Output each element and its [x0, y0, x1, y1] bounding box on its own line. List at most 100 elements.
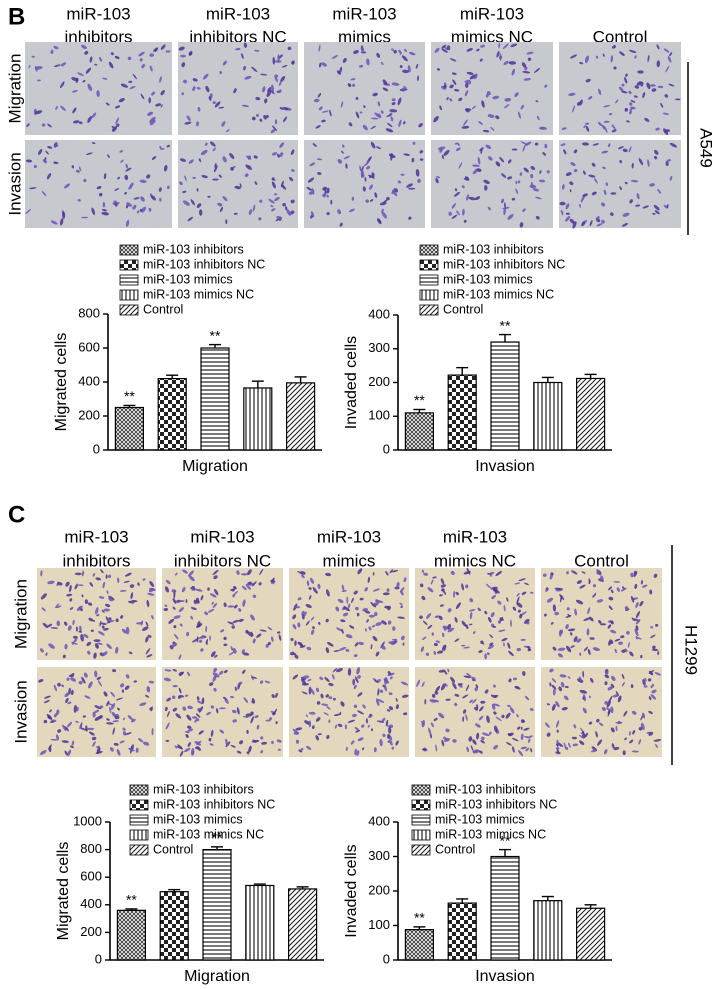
- stained-cell: [420, 646, 425, 652]
- stained-cell: [371, 625, 376, 628]
- stained-cell: [62, 654, 66, 659]
- legend-swatch: [129, 844, 149, 856]
- stained-cell: [103, 627, 109, 631]
- stained-cell: [89, 56, 93, 63]
- stained-cell: [102, 581, 106, 589]
- stained-cell: [449, 84, 454, 89]
- stained-cell: [579, 734, 584, 739]
- stained-cell: [610, 192, 617, 195]
- stained-cell: [194, 719, 197, 723]
- stained-cell: [139, 179, 147, 183]
- stained-cell: [212, 178, 219, 181]
- stained-cell: [610, 55, 614, 63]
- stained-cell: [648, 669, 655, 675]
- stained-cell: [318, 106, 323, 111]
- stained-cell: [608, 586, 613, 591]
- stained-cell: [443, 84, 447, 89]
- stained-cell: [178, 671, 183, 676]
- stained-cell: [331, 55, 339, 59]
- stained-cell: [187, 725, 192, 730]
- stained-cell: [614, 638, 621, 642]
- stained-cell: [38, 679, 44, 683]
- stained-cell: [606, 707, 611, 711]
- stained-cell: [88, 602, 93, 606]
- stained-cell: [174, 633, 179, 640]
- stained-cell: [151, 91, 156, 96]
- stained-cell: [85, 67, 92, 74]
- stained-cell: [335, 606, 340, 612]
- stained-cell: [57, 729, 62, 733]
- stained-cell: [476, 48, 480, 52]
- stained-cell: [534, 67, 541, 73]
- stained-cell: [597, 121, 603, 127]
- stained-cell: [511, 197, 516, 201]
- stained-cell: [122, 727, 126, 731]
- stained-cell: [669, 52, 673, 57]
- stained-cell: [565, 212, 570, 215]
- stained-cell: [495, 161, 501, 167]
- y-axis-label: Invaded cells: [343, 336, 360, 429]
- stained-cell: [140, 93, 145, 100]
- stained-cell: [241, 649, 245, 654]
- stained-cell: [87, 83, 93, 91]
- stained-cell: [193, 599, 197, 605]
- stained-cell: [237, 681, 243, 686]
- stained-cell: [635, 636, 638, 640]
- stained-cell: [70, 677, 77, 682]
- stained-cell: [212, 569, 219, 576]
- stained-cell: [60, 218, 64, 226]
- stained-cell: [227, 605, 235, 608]
- stained-cell: [325, 694, 330, 698]
- stained-cell: [278, 89, 282, 94]
- stained-cell: [270, 204, 274, 208]
- stained-cell: [665, 65, 670, 73]
- stained-cell: [435, 685, 441, 693]
- stained-cell: [468, 196, 477, 201]
- stained-cell: [305, 604, 312, 608]
- stained-cell: [631, 617, 635, 622]
- stained-cell: [549, 682, 552, 687]
- stained-cell: [40, 648, 44, 653]
- stained-cell: [368, 626, 372, 631]
- stained-cell: [439, 594, 443, 597]
- stained-cell: [145, 694, 150, 698]
- stained-cell: [72, 619, 75, 626]
- bar: [286, 382, 316, 451]
- stained-cell: [72, 90, 78, 93]
- stained-cell: [435, 178, 439, 184]
- stained-cell: [511, 68, 516, 76]
- stained-cell: [493, 588, 500, 594]
- stained-cell: [595, 731, 598, 738]
- stained-cell: [345, 746, 348, 751]
- stained-cell: [478, 715, 484, 721]
- stained-cell: [549, 574, 553, 580]
- stained-cell: [421, 681, 425, 688]
- stained-cell: [629, 107, 634, 111]
- stained-cell: [519, 172, 523, 176]
- stained-cell: [530, 748, 533, 753]
- cell-image: [25, 140, 172, 228]
- stained-cell: [529, 707, 534, 712]
- stained-cell: [475, 723, 481, 728]
- stained-cell: [536, 115, 540, 121]
- stained-cell: [83, 633, 89, 639]
- stained-cell: [630, 179, 639, 183]
- stained-cell: [647, 54, 650, 63]
- stained-cell: [372, 636, 378, 642]
- stained-cell: [309, 577, 315, 584]
- stained-cell: [376, 600, 384, 603]
- legend-swatch: [411, 784, 431, 796]
- stained-cell: [110, 691, 116, 698]
- stained-cell: [239, 183, 242, 188]
- stained-cell: [628, 110, 633, 115]
- stained-cell: [588, 174, 596, 178]
- stained-cell: [268, 717, 273, 721]
- stained-cell: [362, 747, 365, 751]
- stained-cell: [605, 182, 609, 186]
- stained-cell: [374, 112, 381, 118]
- stained-cell: [402, 642, 405, 646]
- stained-cell: [25, 159, 33, 163]
- column-header: miR-103: [190, 527, 254, 546]
- stained-cell: [108, 595, 115, 601]
- stained-cell: [92, 573, 96, 577]
